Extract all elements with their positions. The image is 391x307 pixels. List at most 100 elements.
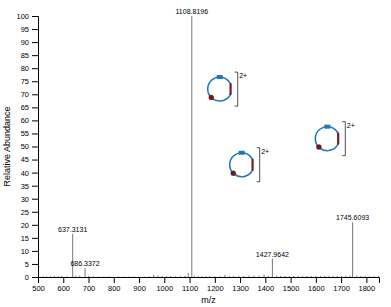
y-axis-tick-mark — [32, 160, 38, 161]
peak — [123, 276, 124, 277]
x-axis-tick-label: 700 — [83, 284, 96, 293]
y-axis-tick-label: 0 — [25, 273, 29, 282]
charge-label: 2+ — [347, 122, 355, 129]
y-axis-tick-mark — [32, 55, 38, 56]
peak — [103, 276, 104, 277]
peak — [185, 276, 186, 277]
y-axis-line — [32, 17, 39, 278]
peak — [50, 276, 51, 277]
x-axis-title: m/z — [201, 295, 216, 305]
y-axis-tick: 40 — [21, 169, 38, 178]
x-axis-tick-label: 1600 — [308, 284, 325, 293]
y-axis-tick: 35 — [21, 182, 38, 191]
peak — [149, 276, 150, 277]
peak — [54, 276, 55, 277]
y-axis-tick: 75 — [21, 77, 38, 86]
charge-group: 2+ — [230, 148, 269, 182]
peak — [352, 222, 353, 277]
x-axis-tick: 1000 — [156, 277, 173, 293]
peak — [202, 276, 203, 277]
peak — [341, 276, 342, 277]
peak — [175, 276, 176, 277]
peak — [289, 276, 290, 277]
peak — [180, 276, 181, 277]
box-icon — [324, 125, 330, 129]
charge-bracket — [257, 148, 260, 182]
y-axis-tick: 0 — [25, 273, 38, 282]
peaks — [43, 16, 378, 277]
peak — [133, 276, 134, 277]
x-axis-tick-label: 600 — [58, 284, 71, 293]
ring-icon — [208, 77, 231, 101]
x-axis-tick-mark — [291, 277, 292, 283]
peak — [113, 276, 114, 277]
y-axis-tick: 15 — [21, 234, 38, 243]
x-axis-tick: 1700 — [333, 277, 350, 293]
plot: 5006007008009001000110012001300140015001… — [16, 8, 379, 293]
y-axis-tick-mark — [32, 277, 38, 278]
peak — [268, 276, 269, 277]
x-axis-tick-label: 1500 — [283, 284, 300, 293]
peak — [238, 276, 239, 277]
peak — [233, 276, 234, 277]
peak — [285, 276, 286, 277]
x-axis-tick-label: 1700 — [333, 284, 350, 293]
peak — [93, 276, 94, 277]
x-axis-tick-label: 1300 — [232, 284, 249, 293]
peak — [144, 276, 145, 277]
peak — [85, 268, 86, 277]
x-axis-tick: 600 — [58, 277, 71, 293]
peak — [324, 276, 325, 277]
y-axis-tick: 70 — [21, 90, 38, 99]
x-axis-tick: 1500 — [283, 277, 300, 293]
x-axis-tick-mark — [190, 277, 191, 283]
y-axis-tick-label: 90 — [21, 38, 29, 47]
y-axis-tick: 10 — [21, 247, 38, 256]
chain-icon — [229, 84, 231, 94]
peak — [88, 276, 89, 277]
y-axis-tick-mark — [32, 186, 38, 187]
peak — [46, 276, 47, 277]
peak — [360, 276, 361, 277]
peak — [302, 276, 303, 277]
y-axis-tick-label: 45 — [21, 155, 29, 164]
y-axis-tick-label: 85 — [21, 51, 29, 60]
peak — [98, 276, 99, 277]
y-axis-tick-mark — [32, 133, 38, 134]
y-axis-tick: 65 — [21, 103, 38, 112]
x-axis-tick-mark — [63, 277, 64, 283]
x-axis-tick-mark — [164, 277, 165, 283]
y-axis-tick-label: 70 — [21, 90, 29, 99]
box-icon — [239, 151, 245, 155]
y-axis-tick-label: 30 — [21, 195, 29, 204]
peak — [79, 276, 80, 277]
peak — [337, 276, 338, 277]
y-axis-tick-mark — [32, 264, 38, 265]
x-axis-tick-label: 1200 — [207, 284, 224, 293]
peak — [194, 276, 195, 277]
y-axis-tick-label: 25 — [21, 208, 29, 217]
y-axis-tick: 85 — [21, 51, 38, 60]
ring-icon — [230, 153, 253, 177]
charge-label: 2+ — [239, 72, 247, 79]
peak — [108, 276, 109, 277]
y-axis-tick: 50 — [21, 142, 38, 151]
y-axis-tick-label: 5 — [25, 260, 29, 269]
y-axis-tick-label: 100 — [16, 12, 29, 21]
peak — [72, 234, 73, 277]
peak — [280, 276, 281, 277]
x-axis-tick-mark — [265, 277, 266, 283]
x-axis-tick-mark — [114, 277, 115, 283]
y-axis-tick-mark — [32, 225, 38, 226]
bead-icon — [316, 145, 321, 150]
x-axis-tick: 700 — [83, 277, 96, 293]
peak — [298, 276, 299, 277]
peak — [315, 276, 316, 277]
y-axis-tick-label: 35 — [21, 182, 29, 191]
peak — [58, 276, 59, 277]
y-axis-tick-label: 20 — [21, 221, 29, 230]
peak — [369, 276, 370, 277]
y-axis-tick: 90 — [21, 38, 38, 47]
x-axis-tick: 1200 — [207, 277, 224, 293]
y-axis-tick-mark — [32, 42, 38, 43]
